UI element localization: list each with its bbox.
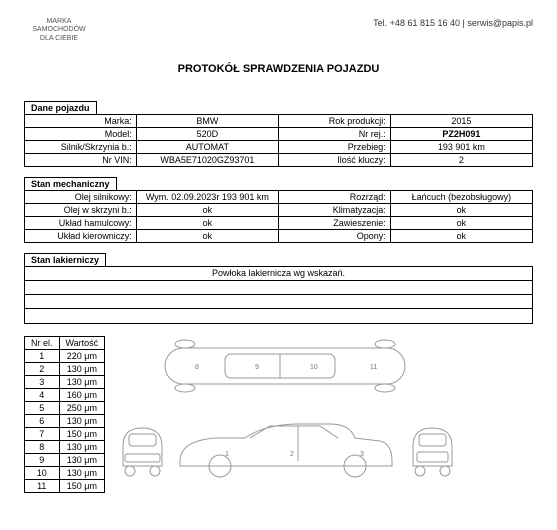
val-rozrzad: Łańcuch (bezobsługowy) xyxy=(390,191,532,204)
brand-block: MARKA SAMOCHODÓW DLA CIEBIE xyxy=(24,18,94,43)
table-row: 5250 μm xyxy=(25,402,105,415)
vehicle-data-table: Marka: BMW Rok produkcji: 2015 Model: 52… xyxy=(24,114,533,167)
meas-val: 130 μm xyxy=(59,363,105,376)
table-row: 1220 μm xyxy=(25,350,105,363)
val-vin: WBA5E71020GZ93701 xyxy=(136,154,278,167)
label-model: Model: xyxy=(25,128,137,141)
meas-val: 250 μm xyxy=(59,402,105,415)
meas-nr: 2 xyxy=(25,363,60,376)
label-opony: Opony: xyxy=(278,230,390,243)
svg-text:11: 11 xyxy=(370,364,377,371)
svg-text:1: 1 xyxy=(225,451,229,458)
svg-text:2: 2 xyxy=(290,451,294,458)
meas-val: 160 μm xyxy=(59,389,105,402)
svg-text:8: 8 xyxy=(195,364,199,371)
label-silnik: Silnik/Skrzynia b.: xyxy=(25,141,137,154)
section-mechanical: Stan mechaniczny xyxy=(24,177,117,191)
meas-nr: 4 xyxy=(25,389,60,402)
val-opony: ok xyxy=(390,230,532,243)
table-row: 2130 μm xyxy=(25,363,105,376)
val-model: 520D xyxy=(136,128,278,141)
meas-nr: 6 xyxy=(25,415,60,428)
meas-header-val: Wartość xyxy=(59,337,105,350)
meas-nr: 1 xyxy=(25,350,60,363)
val-zawieszenie: ok xyxy=(390,217,532,230)
meas-nr: 11 xyxy=(25,480,60,493)
paint-box: Powłoka lakiernicza wg wskazań. xyxy=(24,266,533,324)
meas-val: 150 μm xyxy=(59,428,105,441)
table-row: 6130 μm xyxy=(25,415,105,428)
svg-text:3: 3 xyxy=(360,451,364,458)
paint-empty-row xyxy=(25,309,532,323)
val-klucze: 2 xyxy=(390,154,532,167)
document-title: PROTOKÓŁ SPRAWDZENIA POJAZDU xyxy=(24,63,533,75)
val-silnik: AUTOMAT xyxy=(136,141,278,154)
paint-empty-row xyxy=(25,281,532,295)
label-zawieszenie: Zawieszenie: xyxy=(278,217,390,230)
label-kierowniczy: Układ kierowniczy: xyxy=(25,230,137,243)
label-rok: Rok produkcji: xyxy=(278,115,390,128)
table-row: 7150 μm xyxy=(25,428,105,441)
section-vehicle-data: Dane pojazdu xyxy=(24,101,97,115)
meas-nr: 3 xyxy=(25,376,60,389)
val-rok: 2015 xyxy=(390,115,532,128)
meas-val: 130 μm xyxy=(59,467,105,480)
val-hamulcowy: ok xyxy=(136,217,278,230)
val-rej: PZ2H091 xyxy=(390,128,532,141)
table-row: 11150 μm xyxy=(25,480,105,493)
brand-line: DLA CIEBIE xyxy=(24,35,94,43)
label-klucze: Ilość kluczy: xyxy=(278,154,390,167)
meas-nr: 7 xyxy=(25,428,60,441)
svg-text:10: 10 xyxy=(310,364,318,371)
label-olej-skr: Olej w skrzyni b.: xyxy=(25,204,137,217)
label-hamulcowy: Układ hamulcowy: xyxy=(25,217,137,230)
car-diagram-area: 8 9 10 11 1 2 3 xyxy=(115,336,533,496)
table-row: 3130 μm xyxy=(25,376,105,389)
car-front-view xyxy=(115,416,170,486)
label-klimat: Klimatyzacja: xyxy=(278,204,390,217)
table-row: 8130 μm xyxy=(25,441,105,454)
label-olej-sil: Olej silnikowy: xyxy=(25,191,137,204)
section-paint: Stan lakierniczy xyxy=(24,253,106,267)
mechanical-table: Olej silnikowy: Wym. 02.09.2023r 193 901… xyxy=(24,190,533,243)
meas-val: 130 μm xyxy=(59,454,105,467)
meas-val: 130 μm xyxy=(59,415,105,428)
meas-nr: 8 xyxy=(25,441,60,454)
meas-nr: 5 xyxy=(25,402,60,415)
meas-val: 220 μm xyxy=(59,350,105,363)
val-przebieg: 193 901 km xyxy=(390,141,532,154)
label-marka: Marka: xyxy=(25,115,137,128)
meas-val: 130 μm xyxy=(59,376,105,389)
meas-val: 130 μm xyxy=(59,441,105,454)
label-rozrzad: Rozrząd: xyxy=(278,191,390,204)
meas-nr: 9 xyxy=(25,454,60,467)
meas-val: 150 μm xyxy=(59,480,105,493)
val-klimat: ok xyxy=(390,204,532,217)
label-przebieg: Przebieg: xyxy=(278,141,390,154)
car-top-view: 8 9 10 11 xyxy=(155,336,415,396)
car-rear-view xyxy=(405,416,460,486)
meas-nr: 10 xyxy=(25,467,60,480)
contact-info: Tel. +48 61 815 16 40 | serwis@papis.pl xyxy=(94,18,533,28)
val-olej-skr: ok xyxy=(136,204,278,217)
table-row: 10130 μm xyxy=(25,467,105,480)
table-row: 4160 μm xyxy=(25,389,105,402)
svg-text:9: 9 xyxy=(255,364,259,371)
table-row: 9130 μm xyxy=(25,454,105,467)
meas-header-nr: Nr el. xyxy=(25,337,60,350)
measurements-table: Nr el. Wartość 1220 μm2130 μm3130 μm4160… xyxy=(24,336,105,493)
val-kierowniczy: ok xyxy=(136,230,278,243)
paint-empty-row xyxy=(25,295,532,309)
label-rej: Nr rej.: xyxy=(278,128,390,141)
val-marka: BMW xyxy=(136,115,278,128)
car-side-view: 1 2 3 xyxy=(170,416,400,486)
paint-note: Powłoka lakiernicza wg wskazań. xyxy=(25,267,532,281)
val-olej-sil: Wym. 02.09.2023r 193 901 km xyxy=(136,191,278,204)
brand-line: SAMOCHODÓW xyxy=(24,26,94,34)
label-vin: Nr VIN: xyxy=(25,154,137,167)
